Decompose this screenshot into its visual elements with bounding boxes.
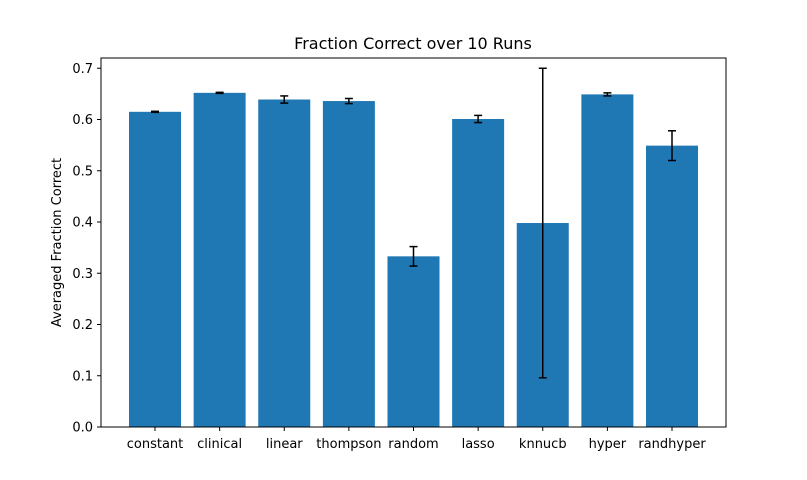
- x-tick-label: random: [388, 437, 438, 452]
- chart-title: Fraction Correct over 10 Runs: [294, 34, 532, 53]
- y-tick-label: 0.1: [72, 369, 93, 384]
- bar-hyper: [581, 94, 634, 427]
- x-tick-label: knnucb: [519, 437, 567, 452]
- x-tick-label: constant: [127, 437, 184, 452]
- y-axis-ticks: 0.0 0.1 0.2 0.3 0.4 0.5 0.6 0.7: [72, 62, 101, 436]
- y-tick-label: 0.2: [72, 318, 93, 333]
- error-bar-clinical: [215, 91, 224, 95]
- y-tick-label: 0.6: [72, 113, 93, 128]
- error-bar-linear: [280, 95, 289, 104]
- bar-thompson: [322, 101, 375, 428]
- bar-linear: [258, 99, 311, 427]
- bar-randhyper: [646, 145, 698, 427]
- x-axis-ticks: constant clinical linear thompson random lass…: [127, 427, 706, 452]
- error-bar-thompson: [344, 97, 353, 105]
- x-tick-label: linear: [266, 437, 303, 452]
- bar-clinical: [193, 92, 246, 427]
- x-tick-label: hyper: [589, 437, 627, 452]
- x-tick-label: randhyper: [638, 437, 706, 452]
- error-bar-randhyper: [668, 130, 676, 162]
- y-tick-label: 0.0: [72, 421, 93, 436]
- error-bar-hyper: [603, 92, 612, 97]
- x-tick-label: clinical: [197, 437, 242, 452]
- bar-lasso: [452, 118, 505, 428]
- y-axis-label: Averaged Fraction Correct: [50, 158, 65, 327]
- error-bar-constant: [151, 110, 159, 114]
- error-bar-lasso: [474, 114, 483, 124]
- error-bar-random: [409, 245, 418, 267]
- x-tick-label: lasso: [462, 437, 495, 452]
- error-bars-group: [151, 67, 676, 379]
- y-tick-label: 0.4: [72, 216, 93, 231]
- y-tick-label: 0.5: [72, 164, 93, 179]
- bar-constant: [129, 111, 181, 427]
- x-tick-label: thompson: [316, 437, 381, 452]
- y-tick-label: 0.7: [72, 62, 93, 77]
- error-bar-knnucb: [538, 67, 547, 379]
- bar-random: [387, 256, 440, 427]
- y-tick-label: 0.3: [72, 267, 93, 282]
- plot-frame: [100, 57, 727, 428]
- bars-group: [129, 92, 698, 428]
